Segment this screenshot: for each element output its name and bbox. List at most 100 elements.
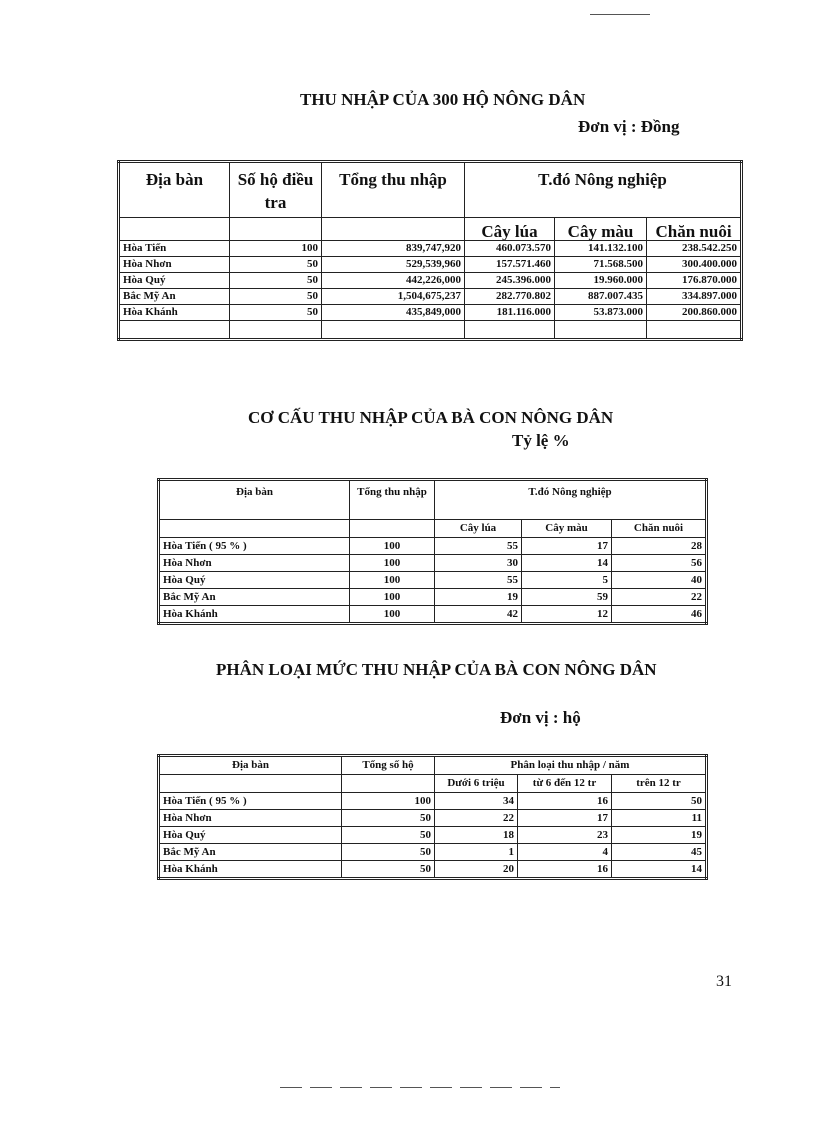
section2-unit: Tỷ lệ % — [512, 431, 570, 450]
cell-location: Bắc Mỹ An — [118, 288, 230, 305]
header-dia-ban: Địa bàn — [158, 755, 342, 775]
cell-value: 17 — [521, 537, 612, 555]
cell-value: 334.897.000 — [645, 288, 743, 305]
header-so-ho: Số hộ điều tra — [229, 161, 322, 218]
cell-value: 100 — [349, 554, 435, 572]
section2-title: CƠ CẤU THU NHẬP CỦA BÀ CON NÔNG DÂN — [248, 408, 614, 427]
cell-location: Hòa Khánh — [158, 605, 350, 624]
header-nong-nghiep: T.đó Nông nghiệp — [463, 161, 743, 218]
cell-value: 4 — [517, 843, 612, 861]
cell-value: 17 — [517, 809, 612, 827]
cell-value: 53.873.000 — [554, 304, 647, 321]
cell-value: 18 — [434, 826, 518, 844]
header-nong-nghiep: T.đó Nông nghiệp — [433, 479, 708, 520]
cell-value: 887.007.435 — [554, 288, 647, 305]
cell-value: 50 — [341, 843, 435, 861]
section3-unit: Đơn vị : hộ — [500, 708, 581, 727]
header-dia-ban: Địa bàn — [158, 479, 350, 520]
cell-location: Hòa Quý — [158, 826, 342, 844]
header-cay-mau: Cây màu — [554, 217, 647, 241]
page-number: 31 — [716, 973, 732, 990]
table-row: Hòa Quý 50 442,226,000 245.396.000 19.960.00… — [118, 272, 743, 289]
table-row: Hòa Nhơn 100 30 14 56 — [158, 554, 708, 572]
cell-value: 181.116.000 — [464, 304, 555, 321]
table-row: Hòa Nhơn 50 22 17 11 — [158, 809, 708, 827]
cell-value: 71.568.500 — [554, 256, 647, 273]
cell-value: 100 — [349, 537, 435, 555]
cell-location: Hòa Quý — [118, 272, 230, 289]
cell-value: 30 — [434, 554, 522, 572]
header-chan-nuoi: Chăn nuôi — [645, 217, 743, 241]
cell-value: 245.396.000 — [464, 272, 555, 289]
cell-location: Bắc Mỹ An — [158, 588, 350, 606]
table-row: Hòa Khánh 50 435,849,000 181.116.000 53.873.… — [118, 304, 743, 321]
cell-value: 20 — [434, 860, 518, 879]
cell-value: 46 — [610, 605, 708, 624]
cell-value: 45 — [610, 843, 708, 861]
cell-value: 50 — [229, 272, 322, 289]
header-cay-mau: Cây màu — [521, 519, 612, 538]
cell-location: Hòa Tiến ( 95 % ) — [158, 792, 342, 810]
cell-value: 529,539,960 — [321, 256, 465, 273]
header-tong-thu-nhap: Tổng thu nhập — [321, 161, 465, 218]
cell-value: 55 — [434, 571, 522, 589]
cell-value: 100 — [349, 588, 435, 606]
cell-value: 14 — [610, 860, 708, 879]
cell-value: 50 — [341, 826, 435, 844]
cell-value: 16 — [517, 792, 612, 810]
cell-value: 50 — [341, 809, 435, 827]
section1-title: THU NHẬP CỦA 300 HỘ NÔNG DÂN — [300, 90, 586, 109]
table-row: Bắc Mỹ An 50 1,504,675,237 282.770.802 887.0… — [118, 288, 743, 305]
cell-value: 42 — [434, 605, 522, 624]
cell-location: Bắc Mỹ An — [158, 843, 342, 861]
cell-value: 50 — [229, 288, 322, 305]
header-dia-ban: Địa bàn — [118, 161, 230, 218]
cell-value: 22 — [610, 588, 708, 606]
cell-value: 11 — [610, 809, 708, 827]
section1-unit: Đơn vị : Đồng — [578, 117, 680, 136]
cell-value: 28 — [610, 537, 708, 555]
cell-value: 839,747,920 — [321, 240, 465, 257]
income-table: Địa bàn Số hộ điều tra Tổng thu nhập T.đ… — [117, 160, 744, 341]
cell-value: 12 — [521, 605, 612, 624]
table-row: Bắc Mỹ An 50 1 4 45 — [158, 843, 708, 861]
table-row: Hòa Khánh 100 42 12 46 — [158, 605, 708, 624]
cell-value: 56 — [610, 554, 708, 572]
cell-value: 435,849,000 — [321, 304, 465, 321]
cell-value: 100 — [229, 240, 322, 257]
header-duoi-6-trieu: Dưới 6 triệu — [434, 774, 518, 793]
header-phan-loai: Phân loại thu nhập / năm — [433, 755, 708, 775]
cell-value: 55 — [434, 537, 522, 555]
cell-value: 22 — [434, 809, 518, 827]
header-6-12-tr: từ 6 đến 12 tr — [517, 774, 612, 793]
table-row: Bắc Mỹ An 100 19 59 22 — [158, 588, 708, 606]
cell-value: 23 — [517, 826, 612, 844]
cell-value: 176.870.000 — [645, 272, 743, 289]
cell-value: 1 — [434, 843, 518, 861]
cell-value: 14 — [521, 554, 612, 572]
cell-value: 442,226,000 — [321, 272, 465, 289]
cell-value: 40 — [610, 571, 708, 589]
cell-value: 100 — [349, 605, 435, 624]
cell-location: Hòa Nhơn — [158, 554, 350, 572]
cell-value: 300.400.000 — [645, 256, 743, 273]
cell-value: 200.860.000 — [645, 304, 743, 321]
cell-value: 157.571.460 — [464, 256, 555, 273]
cell-value: 16 — [517, 860, 612, 879]
header-cay-lua: Cây lúa — [434, 519, 522, 538]
cell-value: 50 — [229, 304, 322, 321]
table-row: Hòa Quý 50 18 23 19 — [158, 826, 708, 844]
header-tong-thu-nhap: Tổng thu nhập — [349, 479, 435, 520]
cell-location: Hòa Khánh — [158, 860, 342, 879]
cell-location: Hòa Nhơn — [158, 809, 342, 827]
cell-value: 50 — [229, 256, 322, 273]
header-tren-12-tr: trên 12 tr — [610, 774, 708, 793]
income-classification-table: Địa bàn Tổng số hộ Phân loại thu nhập / … — [157, 754, 709, 880]
table-row: Hòa Tiến ( 95 % ) 100 34 16 50 — [158, 792, 708, 810]
cell-value: 50 — [341, 860, 435, 879]
cell-value: 34 — [434, 792, 518, 810]
cell-location: Hòa Tiến — [118, 240, 230, 257]
scan-artifact — [280, 1087, 560, 1088]
header-chan-nuoi: Chăn nuôi — [610, 519, 708, 538]
cell-value: 100 — [341, 792, 435, 810]
